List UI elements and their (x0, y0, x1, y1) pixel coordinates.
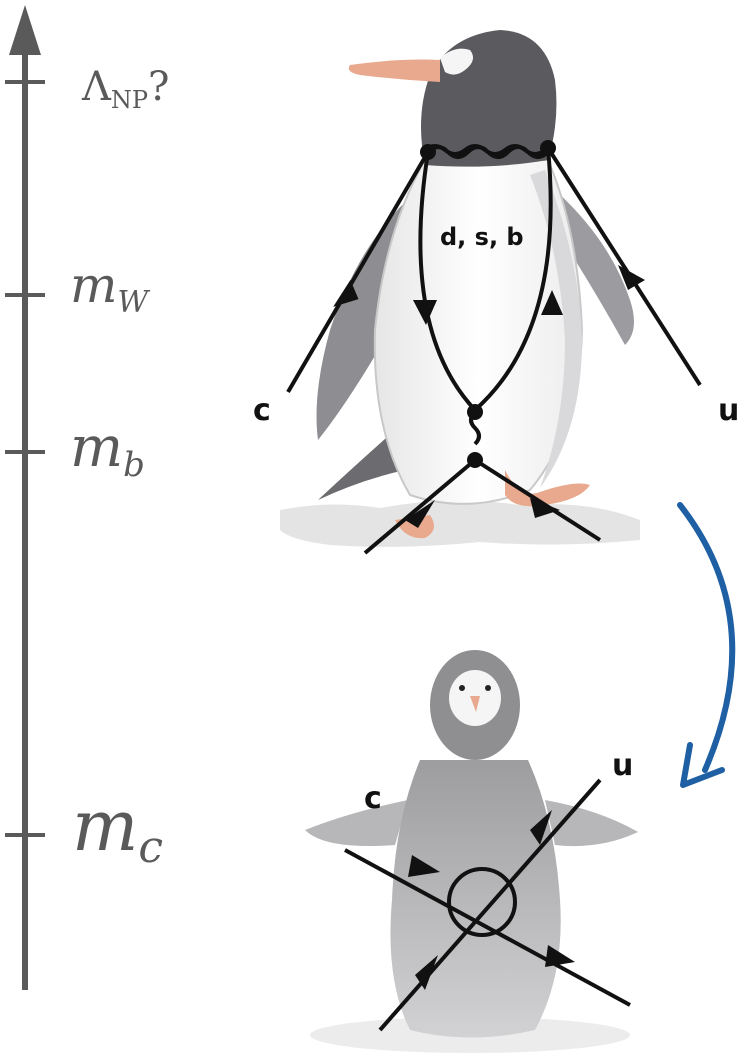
chick-eye-right (485, 685, 491, 691)
ground-shadow (280, 500, 640, 547)
chick-body (390, 760, 561, 1038)
penguin-feynman-diagram (286, 140, 702, 555)
eff-c-label: c (364, 781, 382, 816)
bottom-outgoing-line (473, 458, 602, 542)
chick-right-wing (545, 800, 638, 847)
penguin-body-shade (530, 170, 582, 488)
penguin-body (373, 159, 584, 505)
outgoing-u-label: u (718, 393, 739, 428)
energy-scale-axis (5, 5, 45, 990)
penguin-foot-right (505, 470, 590, 507)
arrow-icon (333, 279, 359, 307)
outgoing-u-line (546, 146, 702, 387)
eff-u-label: u (612, 748, 633, 783)
flow-arrow-head (680, 742, 725, 788)
arrow-icon (541, 290, 563, 315)
label-m-w: mW (70, 256, 150, 320)
effective-vertex-diagram (344, 778, 631, 1032)
arrow-icon (415, 955, 438, 990)
label-lambda-np: ΛNP? (81, 64, 170, 114)
arrow-icon (545, 945, 575, 967)
incoming-c-label: c (253, 393, 271, 428)
penguin-right-wing (555, 190, 634, 345)
flow-arrow-shaft (677, 502, 736, 773)
eff-u-line (378, 778, 602, 1032)
chick-eye-left (459, 685, 465, 691)
vertex-top-right (540, 140, 556, 156)
penguin-head-patch (440, 48, 474, 75)
penguin-chick-icon (305, 650, 638, 1053)
arrow-icon (530, 810, 552, 845)
curved-arrow-icon (677, 502, 736, 788)
arrow-icon (618, 265, 645, 290)
eff-vertex-circle (447, 867, 517, 937)
bottom-incoming-line (363, 458, 477, 555)
vertex-top-left (420, 144, 436, 160)
loop-quark-label: d, s, b (440, 223, 524, 251)
penguin-beak (348, 59, 440, 82)
arrow-icon (530, 498, 560, 518)
loop-right-line (473, 147, 553, 412)
w-boson-line (426, 145, 550, 159)
arrow-icon (408, 855, 440, 877)
chick-beak (470, 696, 480, 712)
label-m-b: mb (70, 415, 145, 485)
eff-c-line (344, 848, 631, 1007)
penguin-tail (318, 430, 405, 500)
chick-left-wing (305, 800, 408, 846)
axis-arrowhead-icon (9, 5, 41, 55)
gluon-line (469, 410, 481, 446)
incoming-c-line (286, 150, 430, 394)
arrow-icon (405, 500, 435, 528)
label-m-c: mc (72, 785, 163, 873)
arrow-icon (413, 300, 437, 325)
penguin-icon (280, 30, 640, 547)
